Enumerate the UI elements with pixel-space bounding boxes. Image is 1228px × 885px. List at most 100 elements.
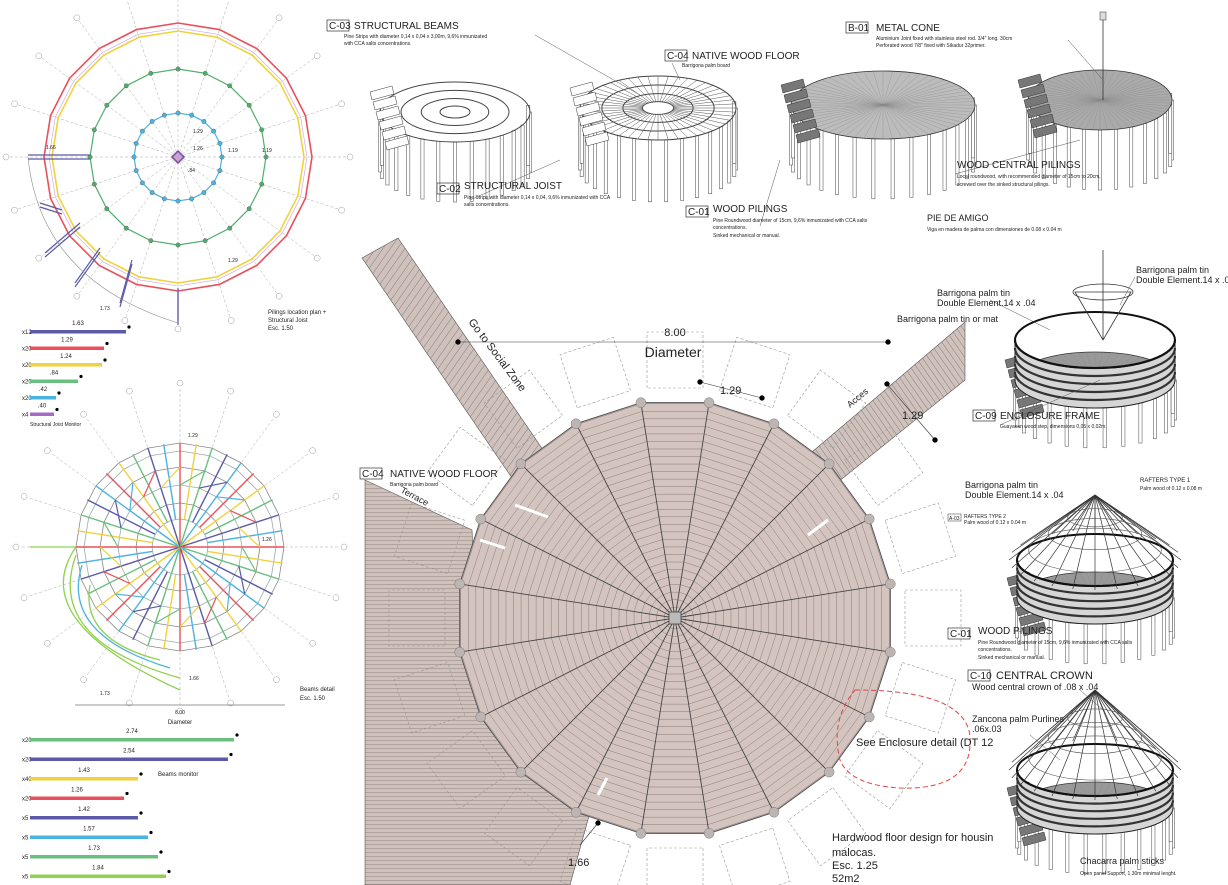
node bbox=[698, 380, 703, 385]
axis-bubble bbox=[273, 411, 279, 417]
line bbox=[669, 85, 713, 103]
caption: Pilings location plan + bbox=[268, 310, 327, 316]
node bbox=[455, 647, 465, 657]
bar-length: .40 bbox=[38, 404, 47, 410]
line bbox=[77, 551, 152, 563]
node bbox=[134, 168, 138, 172]
node bbox=[264, 155, 268, 159]
detail-text: Pine Strips with diameter 0,14 x 0,04, 9… bbox=[464, 195, 611, 201]
node bbox=[636, 398, 646, 408]
detail-text: Local roundwood, with recommended diamet… bbox=[957, 174, 1101, 180]
axis-bubble bbox=[276, 293, 282, 299]
piling bbox=[1114, 129, 1117, 189]
line bbox=[184, 575, 196, 650]
bar-length: 1.29 bbox=[61, 338, 73, 344]
module-outline bbox=[560, 337, 631, 408]
module-outline bbox=[647, 848, 703, 885]
bar-end bbox=[139, 811, 142, 814]
line bbox=[200, 473, 254, 527]
code: C-03 bbox=[329, 21, 351, 32]
axis-bubble bbox=[310, 640, 316, 646]
node bbox=[824, 767, 834, 777]
piling bbox=[470, 141, 473, 201]
line bbox=[1095, 495, 1156, 581]
line bbox=[619, 80, 650, 102]
detail-text: Viga en madera de palma con dimensiones … bbox=[927, 227, 1062, 233]
piling bbox=[910, 137, 913, 197]
bar-length: 1.73 bbox=[88, 846, 100, 852]
axis-bubble bbox=[228, 388, 234, 394]
detail-text: Aluminium Joint fixed with stainless ste… bbox=[876, 36, 1012, 42]
axis-bubble bbox=[314, 255, 320, 261]
drawing-sheet: 1.29 .84 1.26 1.19 1.19 1.66 1.73 1.29 P… bbox=[0, 0, 1228, 885]
axis-bubble bbox=[44, 448, 50, 454]
line bbox=[638, 114, 654, 139]
axis-bubble bbox=[74, 15, 80, 21]
axis-bubble bbox=[36, 53, 42, 59]
node bbox=[105, 207, 109, 211]
node bbox=[247, 207, 251, 211]
code: C-04 bbox=[667, 51, 689, 62]
node bbox=[704, 398, 714, 408]
note: Barrigona palm tin bbox=[1136, 265, 1209, 275]
piling bbox=[617, 136, 620, 198]
line bbox=[106, 567, 160, 621]
module-outline bbox=[885, 662, 956, 733]
detail-title: WOOD CENTRAL PILINGS bbox=[957, 160, 1081, 171]
caption: Beams detail bbox=[300, 687, 335, 693]
detail-title: METAL CONE bbox=[876, 23, 940, 34]
dimension: 1.19 bbox=[262, 148, 272, 154]
detail-text: Barrigona palm board bbox=[390, 482, 438, 488]
diameter-value: 8.00 bbox=[175, 710, 185, 716]
detail-text: salts concentrations. bbox=[464, 202, 510, 208]
beam-ring bbox=[642, 102, 673, 115]
note: Zancona palm Purlines bbox=[972, 714, 1065, 724]
detail-title: NATIVE WOOD FLOOR bbox=[390, 469, 498, 480]
line bbox=[603, 113, 647, 131]
bar-length: 1.42 bbox=[78, 807, 90, 813]
piling bbox=[891, 139, 894, 199]
line bbox=[672, 92, 726, 105]
detail-title: WOOD PILINGS bbox=[713, 204, 788, 215]
piling bbox=[943, 130, 946, 190]
bar-length: 1.57 bbox=[83, 827, 95, 833]
bar-count: x5 bbox=[22, 855, 29, 861]
bar-end bbox=[139, 772, 142, 775]
line bbox=[104, 572, 130, 584]
caption: Esc. 1.50 bbox=[268, 326, 294, 332]
line bbox=[672, 63, 680, 80]
axis-bubble bbox=[13, 544, 19, 550]
detail-title: STRUCTURAL JOIST bbox=[464, 181, 562, 192]
outline bbox=[28, 157, 178, 323]
monitor-bar bbox=[30, 855, 158, 859]
node bbox=[228, 84, 232, 88]
axis-bubble bbox=[44, 640, 50, 646]
node bbox=[134, 141, 138, 145]
caption: malocas. bbox=[832, 847, 876, 859]
dimension: 1.66 bbox=[568, 857, 589, 869]
line bbox=[119, 463, 180, 547]
bar-count: x5 bbox=[22, 875, 29, 881]
beams-monitor: Beams monitor 2.74x202.54x201.43x401.26x… bbox=[22, 729, 239, 881]
bar-end bbox=[159, 850, 162, 853]
pie-de-amigo bbox=[1075, 250, 1131, 340]
detail-title: NATIVE WOOD FLOOR bbox=[692, 51, 800, 62]
piling bbox=[1082, 129, 1085, 189]
monitor-bar bbox=[30, 738, 234, 742]
monitor-bar bbox=[30, 816, 138, 820]
module-outline bbox=[719, 828, 790, 885]
beam-ring bbox=[401, 90, 509, 133]
note: Palm wood of 0.12 x 0.08 m bbox=[1140, 486, 1202, 492]
line bbox=[126, 157, 178, 317]
monitor-title: Beams monitor bbox=[158, 772, 198, 778]
piling bbox=[632, 138, 635, 200]
piling bbox=[1143, 123, 1146, 183]
piling bbox=[1122, 406, 1125, 446]
node bbox=[886, 340, 891, 345]
bar-end bbox=[55, 408, 58, 411]
code: C-04 bbox=[362, 469, 384, 480]
line bbox=[205, 597, 217, 623]
node bbox=[176, 243, 180, 247]
dimension: 1.29 bbox=[720, 385, 741, 397]
line bbox=[40, 207, 62, 214]
